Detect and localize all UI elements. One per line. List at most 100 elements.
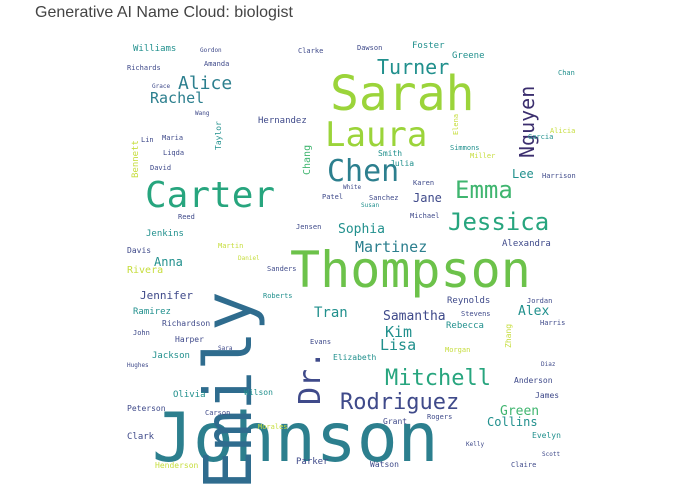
cloud-word: Morgan xyxy=(445,346,471,354)
cloud-word: Karen xyxy=(413,179,435,187)
cloud-word: Michael xyxy=(410,212,440,220)
cloud-word: Chang xyxy=(302,144,313,175)
cloud-word: Bennett xyxy=(131,140,141,178)
cloud-word: Hughes xyxy=(127,362,149,369)
cloud-word: Anderson xyxy=(514,376,553,385)
cloud-word: Wang xyxy=(195,110,210,117)
cloud-word: Sanchez xyxy=(369,194,399,202)
cloud-word: Simmons xyxy=(450,144,480,152)
cloud-word: Rebecca xyxy=(446,321,484,331)
cloud-word: Maria xyxy=(162,134,184,142)
cloud-word: Thompson xyxy=(290,241,531,299)
cloud-word: Watson xyxy=(370,460,399,469)
cloud-word: White xyxy=(343,184,362,191)
cloud-word: Alice xyxy=(178,73,233,94)
cloud-word: Nguyen xyxy=(515,85,539,158)
cloud-word: Grace xyxy=(152,83,171,90)
cloud-word: Laura xyxy=(325,115,428,155)
cloud-word: Evans xyxy=(310,338,332,346)
cloud-word: Ramirez xyxy=(133,307,171,317)
cloud-word: Claire xyxy=(511,461,537,469)
cloud-word: Chen xyxy=(327,154,400,189)
cloud-word: Rivera xyxy=(127,265,164,276)
cloud-word: Dr. xyxy=(293,350,328,405)
cloud-word: Hernandez xyxy=(258,116,307,126)
cloud-word: Martinez xyxy=(355,238,428,256)
cloud-word: Elizabeth xyxy=(333,353,377,362)
cloud-word: Susan xyxy=(361,202,380,209)
cloud-word: Lin xyxy=(141,136,154,144)
cloud-word: Richards xyxy=(127,64,161,72)
cloud-word: Diaz xyxy=(541,361,556,368)
cloud-word: Collins xyxy=(487,415,538,429)
cloud-word: Harris xyxy=(540,319,566,327)
cloud-word: Garcia xyxy=(528,133,554,141)
cloud-word: Reynolds xyxy=(447,296,491,306)
cloud-word: Samantha xyxy=(383,309,446,324)
cloud-word: Lee xyxy=(512,167,534,181)
cloud-word: Taylor xyxy=(214,121,223,150)
cloud-word: Alexandra xyxy=(502,239,551,249)
cloud-word: Jordan xyxy=(527,297,553,305)
cloud-word: Henderson xyxy=(155,461,199,470)
cloud-word: Harper xyxy=(175,335,204,344)
cloud-word: Lisa xyxy=(380,336,417,354)
cloud-word: Tran xyxy=(314,305,348,321)
cloud-word: Kim xyxy=(385,323,413,341)
cloud-word: Johnson xyxy=(152,399,439,478)
cloud-word: Anna xyxy=(154,255,183,269)
cloud-word: Greene xyxy=(452,51,485,61)
cloud-word: John xyxy=(133,329,150,337)
cloud-word: Sanders xyxy=(267,265,297,273)
cloud-word: Dawson xyxy=(357,44,383,52)
cloud-word: Turner xyxy=(377,55,450,79)
cloud-word: James xyxy=(535,391,560,400)
cloud-word: Martin xyxy=(218,242,244,250)
word-cloud: Johnson Emily Thompson Sarah Carter Laura Chen… xyxy=(117,38,582,498)
cloud-word: Roberts xyxy=(263,292,293,300)
cloud-word: Jessica xyxy=(448,208,550,236)
cloud-word: Clark xyxy=(127,432,155,442)
cloud-word: Evelyn xyxy=(532,431,561,440)
cloud-word: Peterson xyxy=(127,404,166,413)
cloud-word: Miller xyxy=(470,152,496,160)
cloud-word: Kelly xyxy=(466,441,485,448)
cloud-word: Sophia xyxy=(338,222,385,237)
cloud-word: Sara xyxy=(218,345,233,352)
cloud-word: Liqda xyxy=(163,149,185,157)
cloud-word: Rogers xyxy=(427,413,453,421)
cloud-word: Rachel xyxy=(150,89,205,107)
cloud-word: Carson xyxy=(205,409,231,417)
cloud-word: Gordon xyxy=(200,47,222,54)
cloud-word: Stevens xyxy=(461,310,491,318)
cloud-word: Chan xyxy=(558,69,575,77)
cloud-word: Clarke xyxy=(298,47,324,55)
cloud-word: Harrison xyxy=(542,172,576,180)
cloud-word: Daniel xyxy=(238,255,260,262)
cloud-word: Wilson xyxy=(244,388,273,397)
cloud-word: Alicia xyxy=(550,127,576,135)
cloud-word: Sarah xyxy=(330,66,475,122)
cloud-word: Julia xyxy=(390,159,415,168)
cloud-word: Parker xyxy=(296,457,329,467)
cloud-word: Mitchell xyxy=(385,366,491,391)
cloud-word: Smith xyxy=(378,149,403,158)
cloud-word: Green xyxy=(500,404,540,419)
cloud-word: Jane xyxy=(413,191,442,205)
cloud-word: Reed xyxy=(178,213,195,221)
cloud-word: David xyxy=(150,164,172,172)
cloud-word: Alex xyxy=(518,304,550,319)
cloud-word: Jackson xyxy=(152,351,190,361)
cloud-word: Emma xyxy=(455,176,513,204)
cloud-word: Zhang xyxy=(504,323,513,348)
cloud-word: Williams xyxy=(133,44,177,54)
cloud-word: Patel xyxy=(322,193,344,201)
cloud-word: Jenkins xyxy=(146,229,184,239)
cloud-word: Rodriguez xyxy=(340,390,460,415)
cloud-word: Jensen xyxy=(296,223,322,231)
chart-title: Generative AI Name Cloud: biologist xyxy=(35,4,293,21)
cloud-word: Olivia xyxy=(173,390,206,400)
cloud-word: Morales xyxy=(258,423,288,431)
cloud-word: Richardson xyxy=(162,319,211,328)
cloud-word: Amanda xyxy=(204,60,230,68)
